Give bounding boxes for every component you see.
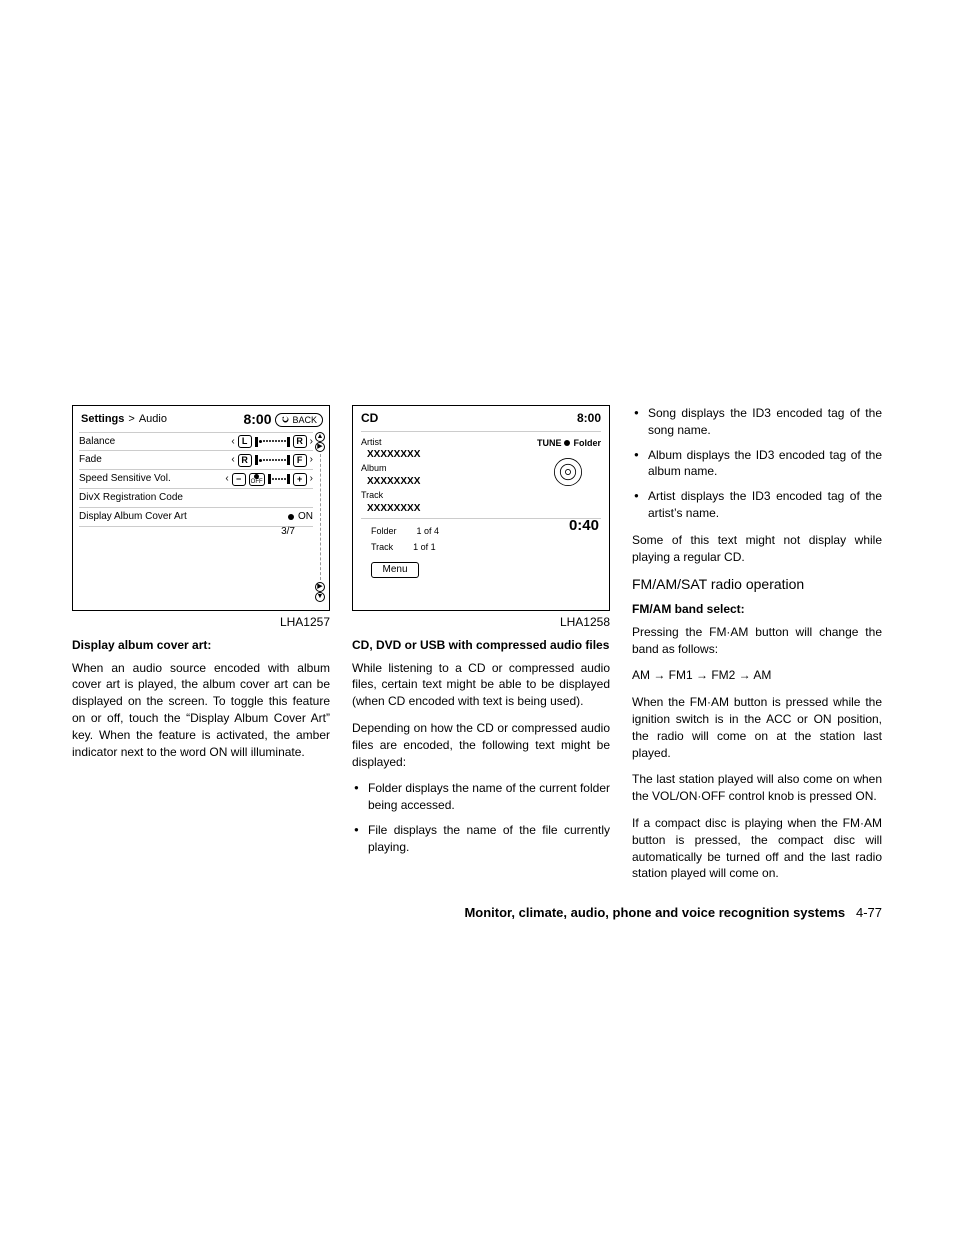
side-scroll[interactable]: ▲ ▶ ▶ ▼ xyxy=(314,432,326,602)
cd-clock: 8:00 xyxy=(577,410,601,427)
col3-bullets: Song displays the ID3 encoded tag of the… xyxy=(632,405,882,522)
balance-slider[interactable]: ‹ L R › xyxy=(231,435,313,449)
col2-bullets: Folder displays the name of the current … xyxy=(352,780,610,855)
balance-right-cap: R xyxy=(293,435,307,448)
page-indicator: 3/7 xyxy=(79,525,313,539)
fade-slider[interactable]: ‹ R F › xyxy=(231,453,313,467)
chevron-right-icon: › xyxy=(310,435,313,449)
ssv-label: Speed Sensitive Vol. xyxy=(79,472,171,486)
breadcrumb-child: Audio xyxy=(139,412,167,427)
breadcrumb: Settings > Audio xyxy=(81,412,167,427)
column-3: Song displays the ID3 encoded tag of the… xyxy=(632,405,882,892)
clock: 8:00 xyxy=(243,410,271,430)
chevron-right-icon: › xyxy=(310,453,313,467)
ssv-plus: + xyxy=(293,473,307,486)
divx-label[interactable]: DivX Registration Code xyxy=(79,491,183,505)
col3-seq: AM → FM1 → FM2 → AM xyxy=(632,667,882,684)
cd-panel: CD 8:00 TUNE Folder Artist XXXXXXXX Albu… xyxy=(352,405,610,611)
scroll-right-icon[interactable]: ▶ xyxy=(315,582,325,592)
list-item: Artist displays the ID3 encoded tag of t… xyxy=(632,488,882,522)
col3-p1: Some of this text might not display whil… xyxy=(632,532,882,566)
figure-label-2: LHA1258 xyxy=(352,614,610,631)
scroll-up-icon[interactable]: ▲ xyxy=(315,432,325,442)
col3-p3: When the FM·AM button is pressed while t… xyxy=(632,694,882,761)
disc-icon xyxy=(551,455,585,489)
col3-p4: The last station played will also come o… xyxy=(632,771,882,805)
tune-folder: TUNE Folder xyxy=(537,437,601,450)
balance-label: Balance xyxy=(79,435,115,449)
track2-label: Track xyxy=(371,541,393,554)
folder-label: Folder xyxy=(371,525,397,538)
col2-p1: While listening to a CD or compressed au… xyxy=(352,660,610,710)
page-columns: Settings > Audio 8:00 BACK Balance ‹ xyxy=(72,405,882,892)
figure-label-1: LHA1257 xyxy=(72,614,330,631)
back-icon xyxy=(281,415,290,424)
settings-audio-panel: Settings > Audio 8:00 BACK Balance ‹ xyxy=(72,405,330,611)
menu-button[interactable]: Menu xyxy=(371,562,419,578)
ssv-minus: − xyxy=(232,473,246,486)
cover-art-indicator: ON xyxy=(288,510,313,524)
page-footer: Monitor, climate, audio, phone and voice… xyxy=(464,905,882,920)
list-item: Folder displays the name of the current … xyxy=(352,780,610,814)
fade-right-cap: F xyxy=(293,454,307,467)
ssv-slider[interactable]: ‹ − OFF + › xyxy=(225,472,313,486)
col3-bold: FM/AM band select: xyxy=(632,601,882,618)
dot-icon xyxy=(564,440,570,446)
folder-value: 1 of 4 xyxy=(417,525,440,538)
column-2: CD 8:00 TUNE Folder Artist XXXXXXXX Albu… xyxy=(352,405,610,892)
cd-title: CD xyxy=(361,410,378,427)
footer-section: Monitor, climate, audio, phone and voice… xyxy=(464,905,845,920)
col3-p2: Pressing the FM·AM button will change th… xyxy=(632,624,882,658)
chevron-right-icon: › xyxy=(310,472,313,486)
column-1: Settings > Audio 8:00 BACK Balance ‹ xyxy=(72,405,330,892)
col2-p2: Depending on how the CD or compressed au… xyxy=(352,720,610,770)
back-button[interactable]: BACK xyxy=(275,413,323,428)
breadcrumb-sep: > xyxy=(128,412,134,427)
fade-left-cap: R xyxy=(238,454,252,467)
elapsed-time: 0:40 xyxy=(569,515,599,536)
col3-subhead: FM/AM/SAT radio operation xyxy=(632,575,882,595)
list-item: Album displays the ID3 encoded tag of th… xyxy=(632,447,882,481)
list-item: File displays the name of the file curre… xyxy=(352,822,610,856)
col1-heading: Display album cover art: xyxy=(72,637,330,654)
breadcrumb-root: Settings xyxy=(81,412,124,427)
track2-value: 1 of 1 xyxy=(413,541,436,554)
ssv-mid: OFF xyxy=(249,473,265,486)
chevron-left-icon: ‹ xyxy=(231,453,234,467)
list-item: Song displays the ID3 encoded tag of the… xyxy=(632,405,882,439)
cover-art-state: ON xyxy=(298,510,313,524)
scroll-right-icon[interactable]: ▶ xyxy=(315,442,325,452)
chevron-left-icon: ‹ xyxy=(225,472,228,486)
scroll-down-icon[interactable]: ▼ xyxy=(315,592,325,602)
balance-left-cap: L xyxy=(238,435,252,448)
back-label: BACK xyxy=(292,414,317,427)
fade-label: Fade xyxy=(79,453,102,467)
col1-body: When an audio source encoded with album … xyxy=(72,660,330,761)
col2-heading: CD, DVD or USB with compressed audio fil… xyxy=(352,637,610,654)
track-value: XXXXXXXX xyxy=(361,502,601,516)
chevron-left-icon: ‹ xyxy=(231,435,234,449)
col3-p5: If a compact disc is playing when the FM… xyxy=(632,815,882,882)
track-label: Track xyxy=(361,489,601,502)
footer-page: 4-77 xyxy=(856,905,882,920)
cover-art-label[interactable]: Display Album Cover Art xyxy=(79,510,187,524)
